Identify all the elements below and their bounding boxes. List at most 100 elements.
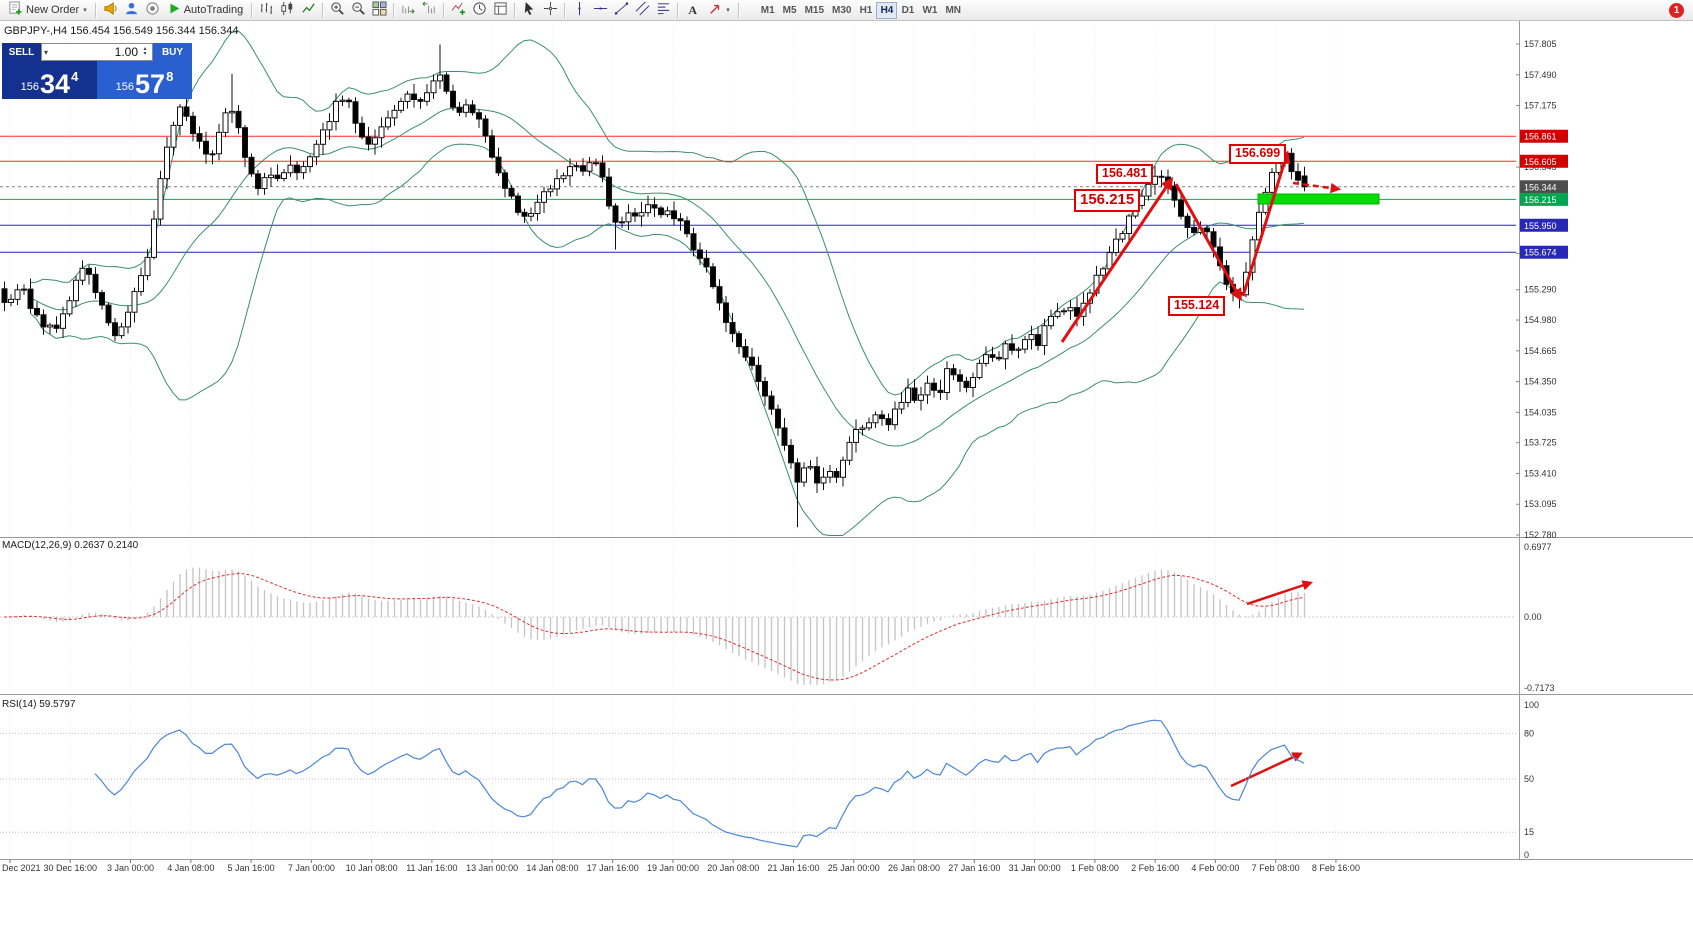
- line-chart-button[interactable]: [298, 1, 319, 19]
- svg-text:21 Jan 16:00: 21 Jan 16:00: [767, 863, 819, 873]
- community-button[interactable]: [121, 1, 142, 19]
- toolbar: New Order ▾ AutoTrading A ▾ M1 M5 M15 M3…: [0, 0, 1693, 21]
- toolbar-separator: [393, 2, 396, 18]
- horizontal-line-button[interactable]: [590, 1, 611, 19]
- tf-m15-button[interactable]: M15: [801, 2, 828, 19]
- svg-text:0: 0: [1524, 850, 1529, 860]
- svg-text:30 Dec 16:00: 30 Dec 16:00: [43, 863, 97, 873]
- autotrading-button[interactable]: AutoTrading: [163, 1, 249, 19]
- price-annotation: 155.124: [1168, 296, 1226, 316]
- rsi-label: RSI(14) 59.5797: [2, 699, 76, 710]
- indicators-button[interactable]: [448, 1, 469, 19]
- fibonacci-icon: [656, 1, 671, 19]
- tf-m5-button[interactable]: M5: [779, 2, 801, 19]
- bar-chart-button[interactable]: [256, 1, 277, 19]
- tf-m30-button[interactable]: M30: [828, 2, 855, 19]
- svg-text:157.175: 157.175: [1524, 101, 1557, 111]
- tf-w1-button[interactable]: W1: [918, 2, 941, 19]
- sell-price-button[interactable]: 156 34 4: [2, 61, 97, 99]
- svg-text:156.861: 156.861: [1524, 132, 1557, 142]
- sell-price-sup: 4: [71, 69, 79, 84]
- notification-badge[interactable]: 1: [1669, 2, 1684, 18]
- clock-icon: [472, 1, 487, 19]
- indicators-icon: [451, 1, 466, 19]
- horizontal-line-icon: [593, 1, 608, 19]
- svg-text:0.6977: 0.6977: [1524, 542, 1552, 552]
- volume-control[interactable]: ▾ ▴▾: [41, 43, 153, 61]
- toolbar-separator: [443, 2, 446, 18]
- chart-ohlc-header: GBPJPY-,H4 156.454 156.549 156.344 156.3…: [4, 25, 239, 37]
- svg-text:25 Jan 00:00: 25 Jan 00:00: [828, 863, 880, 873]
- vertical-line-button[interactable]: [569, 1, 590, 19]
- globe-icon: [145, 1, 160, 19]
- toolbar-separator: [677, 2, 680, 18]
- tf-mn-button[interactable]: MN: [941, 2, 965, 19]
- sell-button[interactable]: SELL: [2, 43, 41, 61]
- volume-input[interactable]: [54, 44, 140, 60]
- broadcast-button[interactable]: [142, 1, 163, 19]
- chart-shift-button[interactable]: [419, 1, 440, 19]
- svg-text:10 Jan 08:00: 10 Jan 08:00: [346, 863, 398, 873]
- buy-price-button[interactable]: 156 57 8: [97, 61, 192, 99]
- alerts-button[interactable]: [100, 1, 121, 19]
- tf-m1-button[interactable]: M1: [757, 2, 779, 19]
- svg-text:152.780: 152.780: [1524, 530, 1557, 540]
- svg-text:20 Jan 08:00: 20 Jan 08:00: [707, 863, 759, 873]
- new-order-button[interactable]: New Order ▾: [3, 1, 92, 19]
- tile-windows-button[interactable]: [369, 1, 390, 19]
- chart-shift-icon: [422, 1, 437, 19]
- svg-text:157.490: 157.490: [1524, 70, 1557, 80]
- toolbar-separator: [322, 2, 325, 18]
- sell-price-big: 34: [40, 69, 71, 100]
- stepper-up-icon[interactable]: ▴: [143, 46, 147, 52]
- tf-d1-button[interactable]: D1: [897, 2, 918, 19]
- svg-text:0.00: 0.00: [1524, 612, 1542, 622]
- candlestick-button[interactable]: [277, 1, 298, 19]
- price-annotation: 156.481: [1096, 164, 1154, 184]
- toolbar-separator: [514, 2, 517, 18]
- channel-button[interactable]: [632, 1, 653, 19]
- buy-price-int: 156: [115, 81, 135, 93]
- new-order-icon: [8, 1, 23, 19]
- fibonacci-button[interactable]: [653, 1, 674, 19]
- volume-stepper[interactable]: ▴ ▾: [140, 46, 150, 57]
- buy-button[interactable]: BUY: [153, 43, 192, 61]
- text-tool-icon: A: [688, 2, 698, 17]
- auto-scroll-button[interactable]: [398, 1, 419, 19]
- svg-text:5 Jan 16:00: 5 Jan 16:00: [228, 863, 275, 873]
- svg-text:156.344: 156.344: [1524, 182, 1557, 192]
- line-chart-icon: [301, 1, 316, 19]
- zoom-in-button[interactable]: [327, 1, 348, 19]
- svg-text:15: 15: [1524, 827, 1534, 837]
- text-tool-button[interactable]: A: [682, 1, 703, 19]
- periods-button[interactable]: [469, 1, 490, 19]
- svg-text:155.674: 155.674: [1524, 248, 1557, 258]
- svg-text:50: 50: [1524, 774, 1534, 784]
- svg-text:13 Jan 00:00: 13 Jan 00:00: [466, 863, 518, 873]
- chevron-down-icon: ▾: [83, 7, 87, 14]
- svg-text:26 Jan 08:00: 26 Jan 08:00: [888, 863, 940, 873]
- stepper-down-icon[interactable]: ▾: [143, 51, 147, 57]
- toolbar-separator: [564, 2, 567, 18]
- cursor-button[interactable]: [519, 1, 540, 19]
- chevron-down-icon[interactable]: ▾: [44, 47, 49, 57]
- trendline-button[interactable]: [611, 1, 632, 19]
- svg-text:Dec 2021: Dec 2021: [2, 863, 41, 873]
- tf-h4-button[interactable]: H4: [876, 1, 898, 19]
- bar-chart-icon: [259, 1, 274, 19]
- zoom-out-button[interactable]: [348, 1, 369, 19]
- svg-text:17 Jan 16:00: 17 Jan 16:00: [587, 863, 639, 873]
- svg-text:153.095: 153.095: [1524, 499, 1557, 509]
- svg-text:7 Jan 00:00: 7 Jan 00:00: [288, 863, 335, 873]
- tf-h1-button[interactable]: H1: [855, 2, 876, 19]
- buy-price-big: 57: [135, 69, 166, 100]
- svg-text:156.215: 156.215: [1524, 195, 1557, 205]
- svg-text:154.035: 154.035: [1524, 407, 1557, 417]
- price-annotation: 156.215: [1074, 189, 1141, 212]
- arrow-shape-icon: [708, 2, 722, 19]
- templates-button[interactable]: [490, 1, 511, 19]
- crosshair-button[interactable]: [540, 1, 561, 19]
- arrows-tool-button[interactable]: ▾: [703, 1, 735, 19]
- price-annotation: 156.699: [1229, 144, 1287, 164]
